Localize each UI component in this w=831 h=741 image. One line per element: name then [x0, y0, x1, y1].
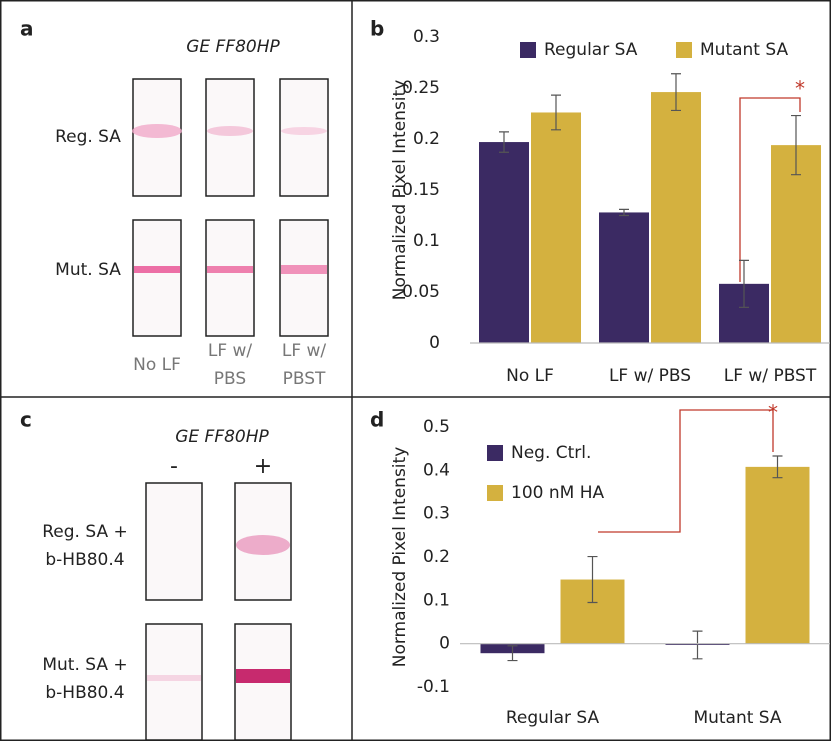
y-tick-label: 0.1: [423, 590, 450, 610]
legend-label: Mutant SA: [700, 40, 788, 60]
bar: [599, 212, 649, 343]
panel-label: a: [20, 17, 34, 41]
row-label: Reg. SA +: [42, 522, 128, 542]
figure: a GE FF80HP Reg. SA Mut. SA No LF LF w/ …: [0, 0, 831, 741]
legend-swatch: [676, 42, 692, 58]
y-tick-label: -0.1: [417, 677, 450, 697]
y-tick-label: 0: [429, 333, 440, 353]
y-axis-label: Normalized Pixel Intensity: [390, 447, 410, 668]
strips: [146, 483, 291, 740]
legend-swatch: [520, 42, 536, 58]
column-label: PBST: [283, 369, 326, 389]
legend-label: 100 nM HA: [511, 483, 604, 503]
y-tick-label: 0.05: [402, 282, 440, 302]
panel-title: GE FF80HP: [186, 37, 280, 57]
column-label: -: [170, 454, 178, 479]
y-tick-label: 0.15: [402, 180, 440, 200]
annotation: *: [795, 77, 805, 101]
panel-title: GE FF80HP: [175, 427, 269, 447]
panel-label: b: [370, 17, 384, 41]
y-tick-label: 0.4: [423, 460, 450, 480]
y-tick-label: 0.3: [413, 27, 440, 47]
y-tick-label: 0.3: [423, 504, 450, 524]
legend-label: Neg. Ctrl.: [511, 443, 591, 463]
row-label: Reg. SA: [55, 127, 121, 147]
column-label: No LF: [133, 355, 181, 375]
strips: [132, 79, 328, 336]
x-tick-label: LF w/ PBS: [609, 366, 691, 386]
legend-label: Regular SA: [544, 40, 638, 60]
bar: [746, 467, 810, 644]
y-tick-label: 0.2: [413, 129, 440, 149]
x-tick-label: Regular SA: [506, 708, 600, 728]
column-label: LF w/: [208, 341, 253, 361]
bar: [531, 112, 581, 343]
y-tick-label: 0.25: [402, 78, 440, 98]
row-label: b-HB80.4: [45, 683, 124, 703]
bar: [651, 92, 701, 343]
legend-swatch: [487, 485, 503, 501]
bar: [479, 142, 529, 343]
panel-label: d: [370, 408, 384, 432]
y-tick-label: 0.1: [413, 231, 440, 251]
row-label: Mut. SA +: [42, 655, 127, 675]
row-label: Mut. SA: [55, 260, 121, 280]
y-tick-label: 0.2: [423, 547, 450, 567]
row-label: b-HB80.4: [45, 550, 124, 570]
column-label: +: [254, 454, 272, 479]
y-tick-label: 0: [439, 634, 450, 654]
column-label: PBS: [214, 369, 246, 389]
y-tick-label: 0.5: [423, 417, 450, 437]
x-tick-label: LF w/ PBST: [724, 366, 817, 386]
annotation: *: [768, 401, 778, 425]
x-tick-label: Mutant SA: [693, 708, 781, 728]
column-label: LF w/: [282, 341, 327, 361]
frame: [0, 0, 831, 741]
x-tick-label: No LF: [506, 366, 554, 386]
legend-swatch: [487, 445, 503, 461]
panel-label: c: [20, 408, 32, 432]
